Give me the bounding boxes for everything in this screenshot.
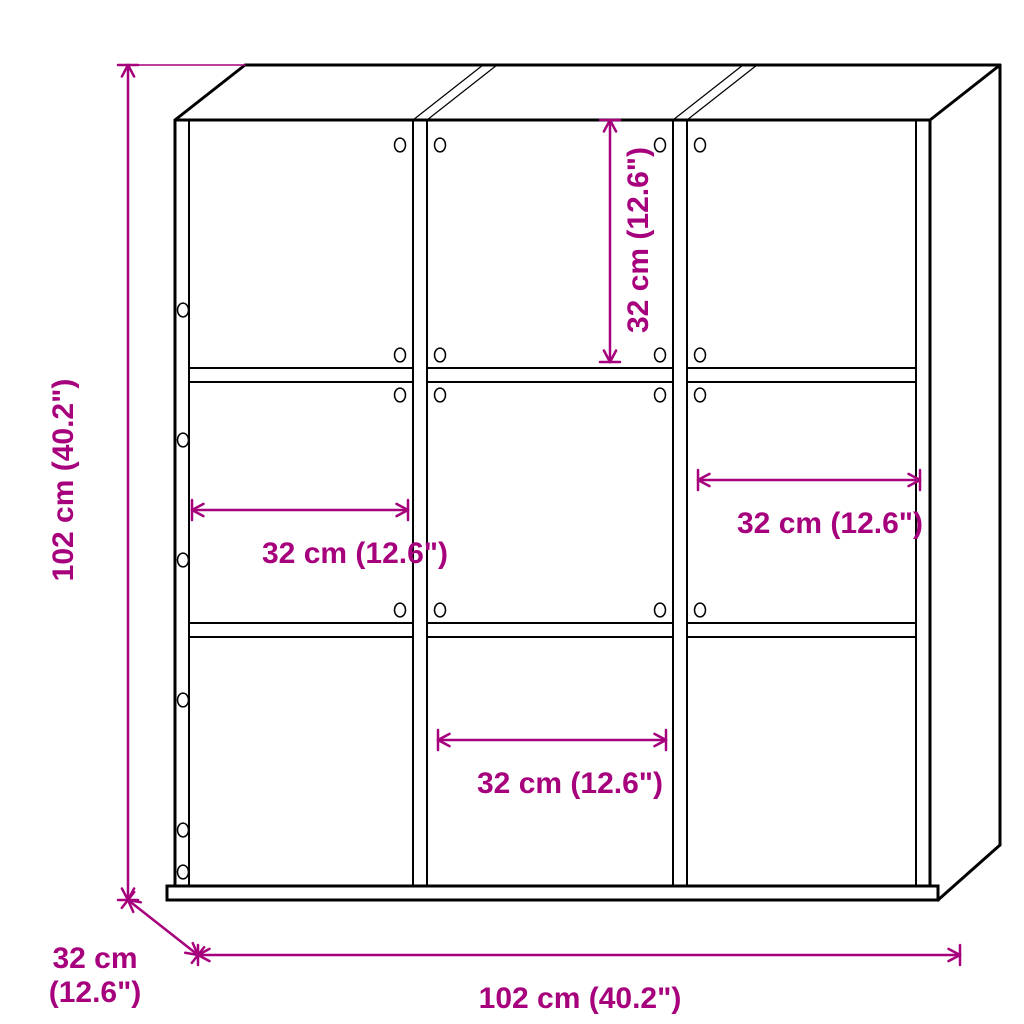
dimension-label: 32 cm bbox=[52, 942, 137, 975]
dimensions: 102 cm (40.2") 32 cm 102 cm (40.2") 32 cm (… bbox=[47, 65, 960, 1015]
dimension-label: 102 cm (40.2") bbox=[479, 982, 682, 1015]
dimension-label: 32 cm (12.6") bbox=[737, 507, 923, 540]
dimension-label: 32 cm (12.6") bbox=[477, 767, 663, 800]
dimension-label: 102 cm (40.2") bbox=[47, 379, 80, 582]
dimension-label: (12.6") bbox=[49, 976, 142, 1009]
dimension-label: 32 cm (12.6") bbox=[622, 147, 655, 333]
dimension-label: 32 cm (12.6") bbox=[262, 537, 448, 570]
